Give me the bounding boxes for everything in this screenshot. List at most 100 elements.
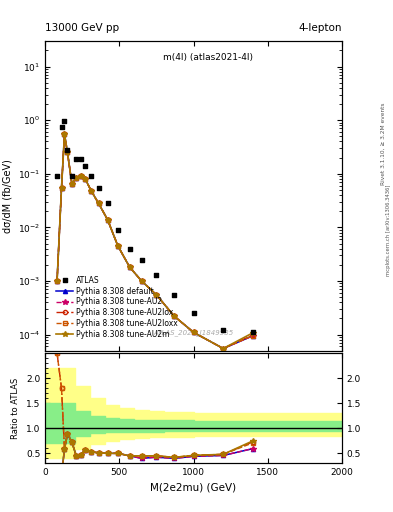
Pythia 8.308 default	[172, 313, 176, 319]
ATLAS	[61, 117, 68, 125]
ATLAS	[54, 172, 60, 180]
X-axis label: M(2e2mu) (GeV): M(2e2mu) (GeV)	[151, 483, 237, 493]
Pythia 8.308 tune-AU2m	[105, 217, 110, 223]
Text: ATLAS_2021_I1849535: ATLAS_2021_I1849535	[153, 329, 234, 335]
Line: Pythia 8.308 tune-AU2loxx: Pythia 8.308 tune-AU2loxx	[55, 132, 255, 351]
Pythia 8.308 tune-AU2loxx	[139, 278, 144, 284]
Pythia 8.308 default	[65, 150, 70, 156]
Pythia 8.308 tune-AU2	[55, 278, 59, 284]
ATLAS	[59, 123, 65, 131]
ATLAS	[95, 184, 102, 192]
ATLAS	[78, 155, 84, 163]
Pythia 8.308 tune-AU2lox	[55, 278, 59, 284]
Pythia 8.308 tune-AU2	[221, 346, 226, 352]
Text: m(4l) (atlas2021-4l): m(4l) (atlas2021-4l)	[163, 53, 253, 62]
ATLAS	[115, 226, 121, 234]
Pythia 8.308 tune-AU2lox	[62, 131, 67, 137]
ATLAS	[138, 255, 145, 264]
Pythia 8.308 tune-AU2	[65, 150, 70, 156]
Pythia 8.308 tune-AU2m	[127, 264, 132, 270]
ATLAS	[171, 291, 177, 299]
Pythia 8.308 tune-AU2lox	[70, 181, 74, 187]
Pythia 8.308 tune-AU2m	[89, 188, 94, 194]
Pythia 8.308 tune-AU2loxx	[116, 243, 120, 249]
ATLAS	[88, 172, 94, 180]
Pythia 8.308 tune-AU2loxx	[83, 176, 88, 182]
Pythia 8.308 default	[251, 333, 255, 339]
Pythia 8.308 tune-AU2loxx	[70, 181, 74, 187]
Pythia 8.308 tune-AU2m	[172, 313, 176, 319]
Text: mcplots.cern.ch [arXiv:1306.3436]: mcplots.cern.ch [arXiv:1306.3436]	[386, 185, 391, 276]
Pythia 8.308 tune-AU2loxx	[105, 217, 110, 223]
Pythia 8.308 tune-AU2m	[154, 292, 159, 298]
Pythia 8.308 tune-AU2lox	[96, 200, 101, 206]
Pythia 8.308 tune-AU2loxx	[127, 264, 132, 270]
Pythia 8.308 tune-AU2loxx	[89, 188, 94, 194]
Pythia 8.308 tune-AU2lox	[105, 217, 110, 223]
Pythia 8.308 tune-AU2m	[191, 329, 196, 335]
Pythia 8.308 tune-AU2lox	[221, 346, 226, 352]
Pythia 8.308 default	[96, 200, 101, 206]
Pythia 8.308 default	[62, 131, 67, 137]
Pythia 8.308 default	[191, 329, 196, 335]
Pythia 8.308 default	[127, 264, 132, 270]
Legend: ATLAS, Pythia 8.308 default, Pythia 8.308 tune-AU2, Pythia 8.308 tune-AU2lox, Py: ATLAS, Pythia 8.308 default, Pythia 8.30…	[55, 274, 180, 340]
ATLAS	[69, 172, 75, 180]
Pythia 8.308 tune-AU2	[89, 188, 94, 194]
Pythia 8.308 tune-AU2lox	[172, 313, 176, 319]
Pythia 8.308 tune-AU2loxx	[65, 150, 70, 156]
Pythia 8.308 tune-AU2	[70, 181, 74, 187]
Pythia 8.308 tune-AU2loxx	[59, 185, 64, 191]
Pythia 8.308 tune-AU2	[116, 243, 120, 249]
Pythia 8.308 default	[154, 292, 159, 298]
ATLAS	[105, 199, 111, 207]
Pythia 8.308 default	[83, 176, 88, 182]
Pythia 8.308 tune-AU2m	[79, 173, 83, 179]
Line: Pythia 8.308 tune-AU2m: Pythia 8.308 tune-AU2m	[54, 131, 256, 351]
ATLAS	[220, 326, 226, 334]
ATLAS	[64, 146, 71, 154]
Text: 4-lepton: 4-lepton	[298, 23, 342, 33]
Pythia 8.308 default	[139, 278, 144, 284]
Pythia 8.308 tune-AU2	[62, 131, 67, 137]
Pythia 8.308 tune-AU2	[83, 176, 88, 182]
Y-axis label: dσ/dM (fb/GeV): dσ/dM (fb/GeV)	[2, 159, 12, 233]
Pythia 8.308 tune-AU2	[127, 264, 132, 270]
Pythia 8.308 tune-AU2lox	[74, 175, 79, 181]
Pythia 8.308 tune-AU2m	[83, 176, 88, 182]
Pythia 8.308 default	[89, 188, 94, 194]
Pythia 8.308 tune-AU2m	[116, 243, 120, 249]
Pythia 8.308 tune-AU2	[172, 313, 176, 319]
Pythia 8.308 tune-AU2loxx	[55, 278, 59, 284]
Pythia 8.308 tune-AU2lox	[65, 150, 70, 156]
Pythia 8.308 default	[74, 175, 79, 181]
Pythia 8.308 default	[116, 243, 120, 249]
Pythia 8.308 tune-AU2m	[55, 278, 59, 284]
Pythia 8.308 tune-AU2lox	[154, 292, 159, 298]
Pythia 8.308 tune-AU2loxx	[221, 346, 226, 352]
Pythia 8.308 tune-AU2lox	[251, 332, 255, 338]
Pythia 8.308 tune-AU2	[96, 200, 101, 206]
Pythia 8.308 default	[55, 278, 59, 284]
Pythia 8.308 tune-AU2m	[74, 175, 79, 181]
Pythia 8.308 tune-AU2loxx	[79, 173, 83, 179]
Pythia 8.308 default	[59, 185, 64, 191]
Pythia 8.308 tune-AU2	[79, 173, 83, 179]
Line: Pythia 8.308 default: Pythia 8.308 default	[55, 132, 255, 351]
Pythia 8.308 default	[105, 217, 110, 223]
Pythia 8.308 tune-AU2m	[59, 185, 64, 191]
Pythia 8.308 tune-AU2loxx	[172, 313, 176, 319]
Pythia 8.308 default	[221, 346, 226, 352]
Pythia 8.308 tune-AU2lox	[89, 188, 94, 194]
ATLAS	[82, 162, 88, 170]
Pythia 8.308 tune-AU2loxx	[154, 292, 159, 298]
ATLAS	[250, 328, 256, 336]
Pythia 8.308 tune-AU2m	[139, 278, 144, 284]
Pythia 8.308 tune-AU2lox	[139, 278, 144, 284]
Pythia 8.308 tune-AU2lox	[116, 243, 120, 249]
Pythia 8.308 tune-AU2lox	[127, 264, 132, 270]
Pythia 8.308 tune-AU2	[105, 217, 110, 223]
Pythia 8.308 tune-AU2loxx	[74, 175, 79, 181]
Pythia 8.308 tune-AU2lox	[59, 185, 64, 191]
Text: 13000 GeV pp: 13000 GeV pp	[45, 23, 119, 33]
